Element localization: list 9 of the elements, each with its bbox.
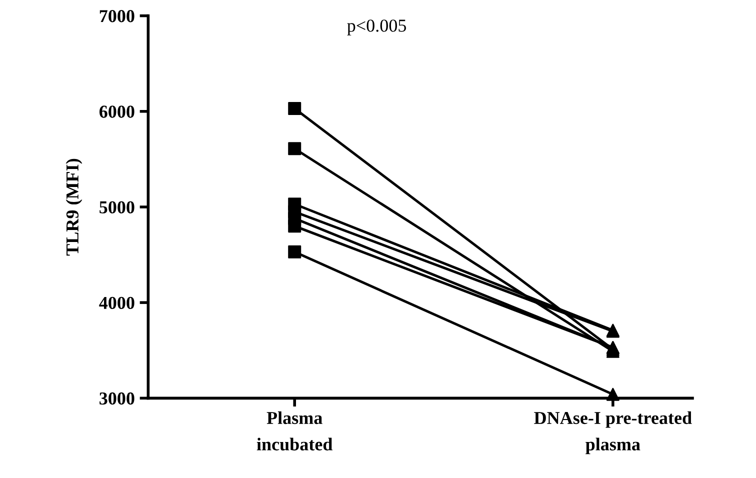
y-tick-label: 7000 <box>100 10 134 22</box>
y-axis-title: TLR9 (MFI) <box>66 158 82 256</box>
y-tick-label: 3000 <box>100 392 134 405</box>
x-tick-label: Plasma incubated <box>256 411 333 451</box>
y-tick-label: 4000 <box>99 296 134 310</box>
annotation: p<0.005 <box>347 20 406 36</box>
x-tick-label: DNAse-I pre-treated plasma <box>534 411 692 454</box>
y-tick-label: 6000 <box>99 106 134 118</box>
y-tick-label: 5000 <box>100 201 134 214</box>
